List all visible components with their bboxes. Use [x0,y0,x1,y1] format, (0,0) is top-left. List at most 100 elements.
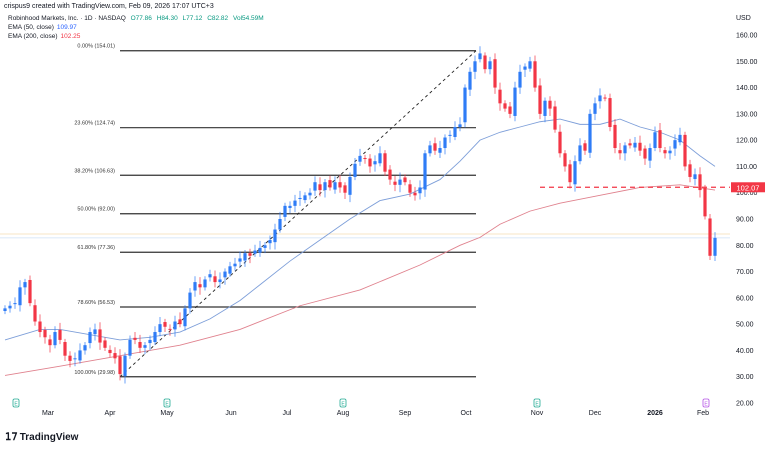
y-tick-label: 90.00 [736,217,754,224]
candle-body [103,340,107,348]
candle-body [18,287,22,306]
candle-body [288,205,292,208]
earnings-marker-label: E [341,402,345,408]
y-tick-label: 120.00 [736,138,758,145]
candle-body [283,205,287,217]
candle-body [633,142,637,148]
ema200-line [4,184,716,376]
tradingview-logo: 𝟣𝟩 TradingView [5,432,78,443]
candle-body [593,103,597,114]
fib-level-label: 23.60% (124.74) [74,121,115,127]
candle-body [668,150,672,154]
candle-body [73,358,77,360]
x-tick-label: 2026 [647,410,663,417]
candle-body [193,282,197,291]
y-tick-label: 110.00 [736,164,757,171]
candle-body [173,321,177,330]
candle-body [518,71,522,88]
candle-body [678,134,682,143]
y-tick-label: 50.00 [736,322,754,329]
earnings-marker-label: E [165,402,169,408]
candle-body [688,164,692,177]
candle-body [68,355,72,361]
candle-body [543,100,547,116]
candle-body [3,308,7,311]
y-tick-label: 60.00 [736,295,754,302]
x-tick-label: Jul [283,410,292,417]
y-tick-label: 40.00 [736,348,754,355]
candle-body [248,253,252,256]
x-tick-label: Apr [105,410,117,417]
candle-body [433,143,437,151]
candle-body [398,179,402,185]
x-tick-label: Aug [337,410,350,417]
candle-body [178,319,182,325]
candle-body [548,100,552,109]
y-tick-label: 130.00 [736,111,758,118]
candle-body [428,145,432,154]
candle-body [98,329,102,343]
ema200-legend[interactable]: EMA (200, close) 102.25 [8,33,83,40]
candle-body [503,103,507,109]
candle-body [618,150,622,154]
candle-body [658,130,662,149]
earnings-marker [533,398,541,408]
x-tick-label: Dec [589,410,602,417]
candle-body [333,182,337,190]
tradingview-logo-icon: 𝟣𝟩 [5,432,18,443]
candle-body [208,274,212,278]
candle-body [588,113,592,153]
candle-body [508,106,512,114]
y-tick-label: 80.00 [736,243,754,250]
candle-body [133,337,137,340]
candle-body [343,185,347,193]
candle-body [328,180,332,188]
ema50-value: 109.97 [56,24,77,31]
candle-body [448,134,452,136]
price-chart[interactable]: 160.00 150.00 140.00 130.00 120.00 110.00 100.… [0,0,768,425]
candle-body [58,329,62,340]
ema50-legend[interactable]: EMA (50, close) 109.97 [8,24,80,31]
candle-body [298,197,302,199]
candle-body [243,253,247,261]
candle-body [528,61,532,69]
candle-body [443,137,447,149]
fib-level-label: 100.00% (29.98) [74,370,115,376]
low-value: L77.12 [182,15,203,22]
candle-body [123,355,127,377]
candle-body [153,332,157,343]
candle-body [313,182,317,191]
candle-body [538,85,542,114]
candle-body [498,89,502,104]
candle-body [388,169,392,180]
candle-body [573,161,577,185]
candle-body [228,266,232,274]
candle-body [358,155,362,162]
candle-body [278,219,282,230]
candle-body [23,282,27,288]
candle-body [223,271,227,278]
currency-label: USD [736,15,751,22]
y-tick-label: 100.00 [736,190,758,197]
candle-body [413,192,417,196]
high-value: H84.30 [156,15,178,22]
support-price-label: 102.07 [737,183,760,192]
candle-body [553,106,557,130]
candle-body [238,258,242,262]
x-tick-label: Sep [399,410,412,417]
candle-body [158,324,162,333]
candle-body [183,308,187,327]
earnings-marker-label: E [704,402,708,408]
candle-body [88,332,92,344]
candle-body [318,184,322,191]
x-tick-label: Mar [42,410,55,417]
candle-body [108,349,112,354]
candle-body [163,322,167,327]
candle-body [308,192,312,196]
candle-body [488,61,492,70]
candle-body [453,127,457,137]
candle-body [408,184,412,193]
candle-body [148,339,152,344]
candle-body [673,140,677,149]
candle-body [198,284,202,288]
